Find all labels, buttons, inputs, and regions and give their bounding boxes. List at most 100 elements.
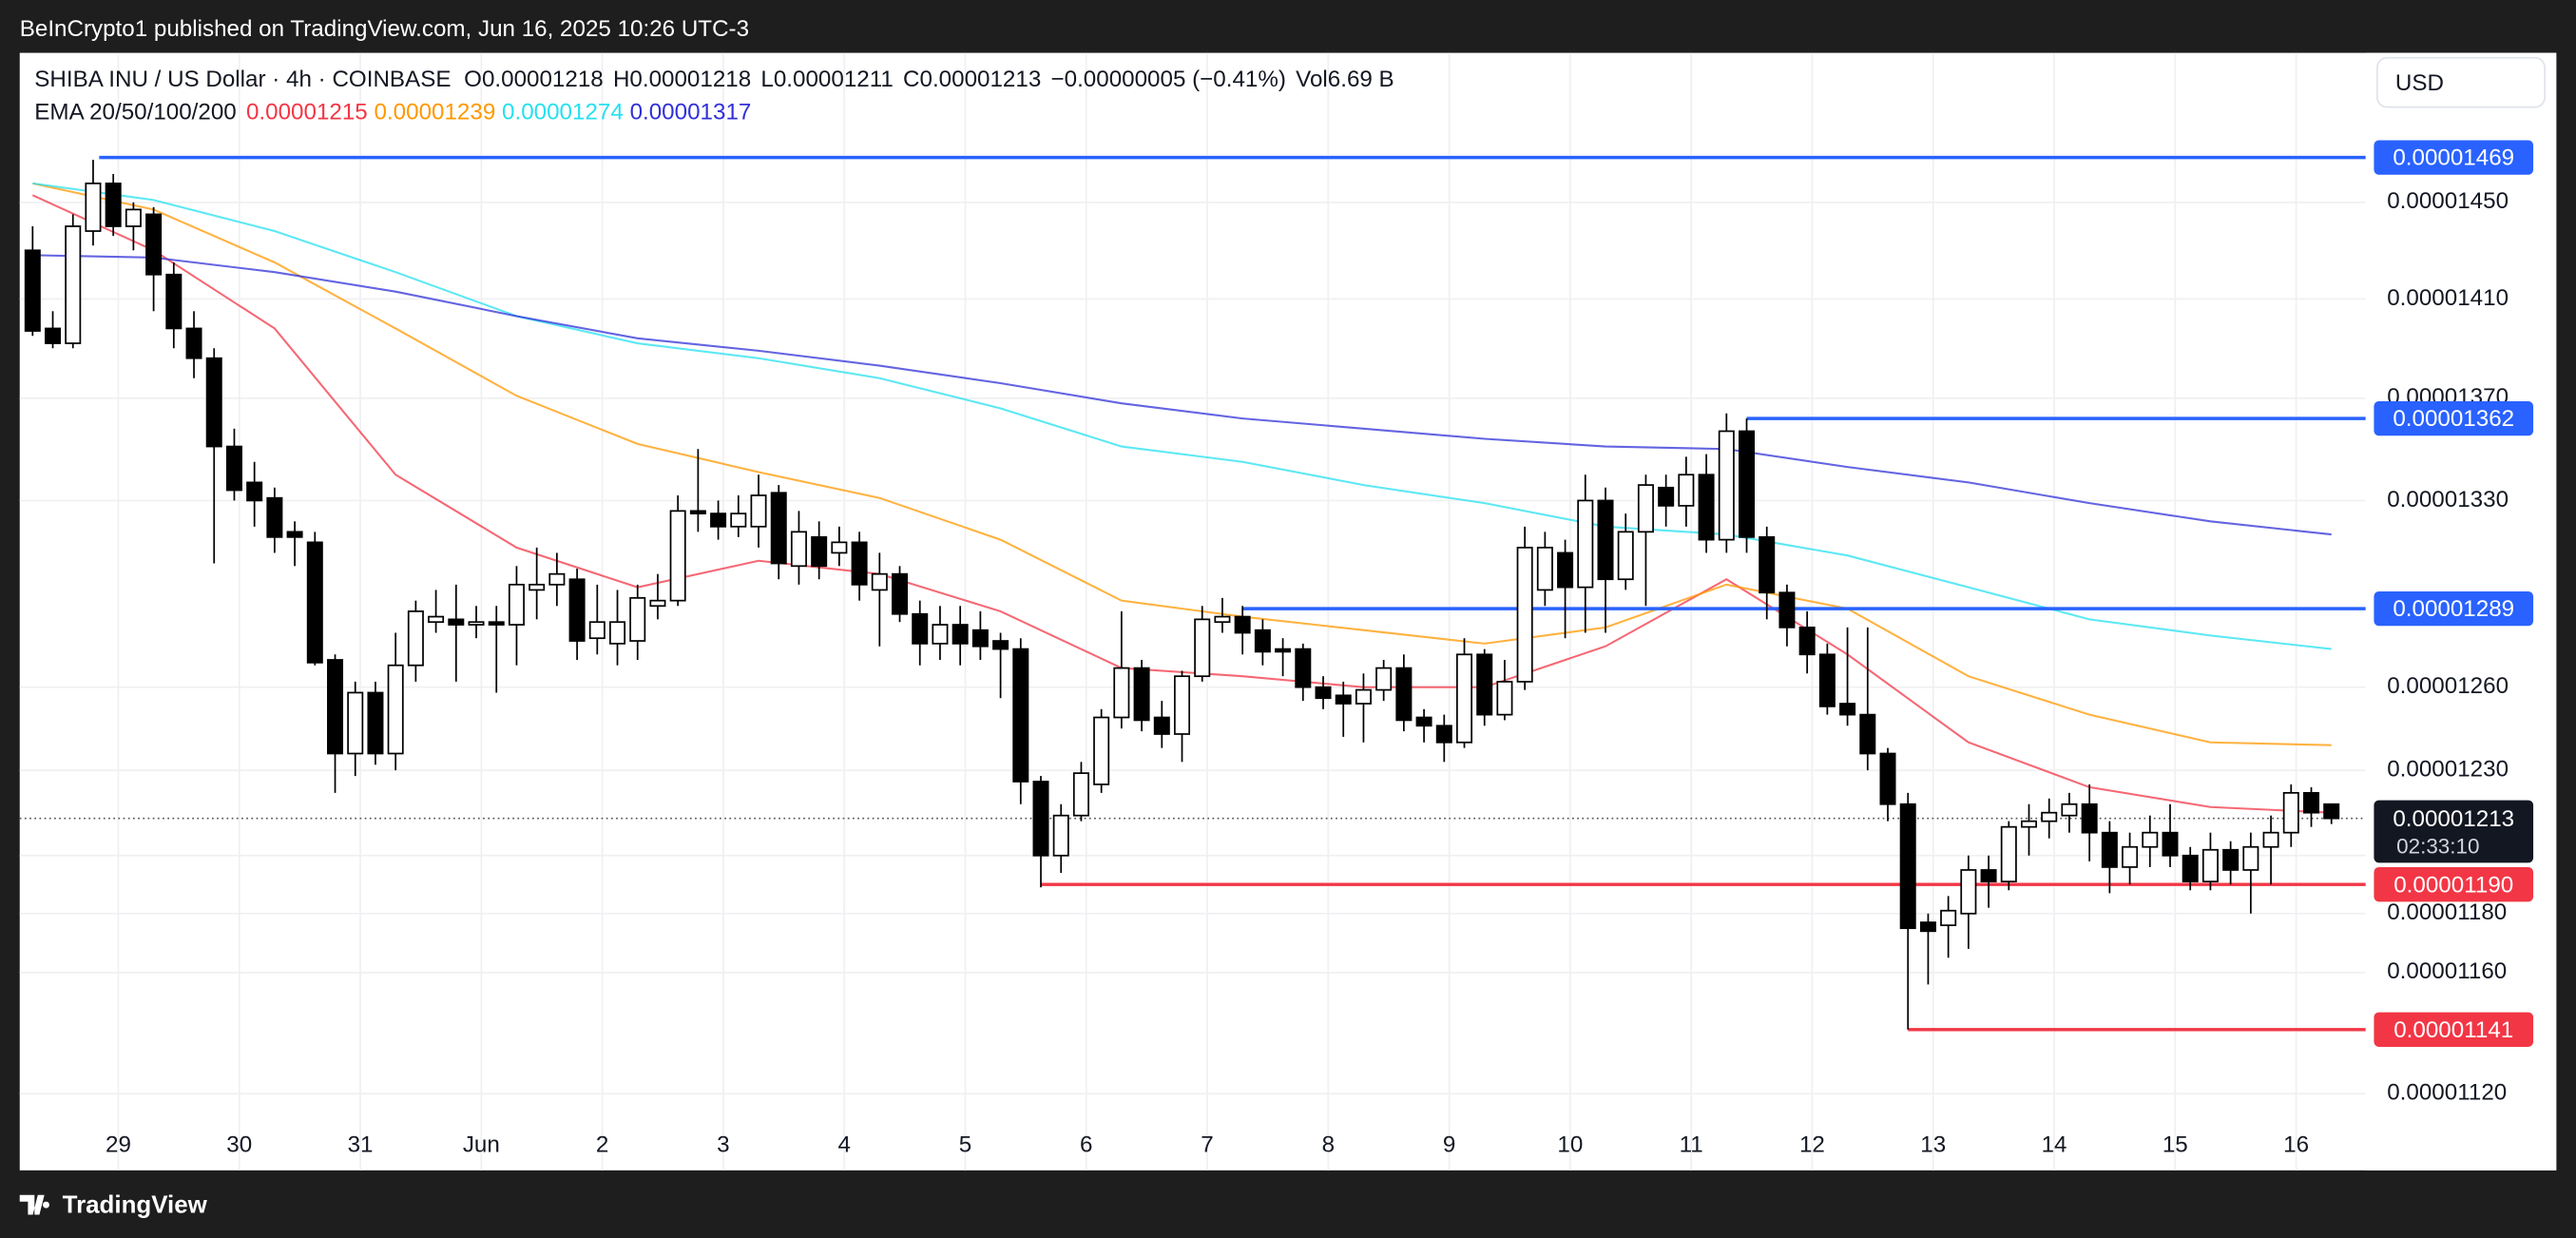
candle-body <box>2222 848 2240 871</box>
y-tick-label: 0.00001330 <box>2387 487 2509 513</box>
candle-body <box>1032 781 1049 857</box>
candle-body <box>1536 547 1553 591</box>
candle-body <box>770 492 787 565</box>
candle-body <box>1254 629 1271 653</box>
candle-body <box>730 513 747 528</box>
candle-body <box>105 183 122 227</box>
candle-body <box>529 583 546 591</box>
symbol-header: SHIBA INU / US Dollar · 4h · COINBASE O0… <box>34 67 1394 92</box>
ohlc-label: C <box>903 67 919 92</box>
candle-body <box>1052 814 1069 857</box>
x-tick-label: 4 <box>837 1132 850 1157</box>
brand-logo <box>19 1194 49 1215</box>
chart-panel <box>19 52 2557 1170</box>
candle-body <box>2302 791 2319 814</box>
candle-body <box>952 624 969 645</box>
candle-body <box>1940 909 1957 926</box>
ohlc-value: 0.00001218 <box>482 67 604 92</box>
y-tick-label: 0.00001160 <box>2387 958 2507 984</box>
candle-body <box>1739 430 1756 538</box>
candle-body <box>85 183 102 232</box>
x-tick-label: 11 <box>1680 1132 1703 1157</box>
candle-body <box>448 618 465 626</box>
candle-body <box>1194 618 1211 678</box>
candle-body <box>1375 667 1393 691</box>
currency-button[interactable] <box>2376 56 2547 108</box>
candle-body <box>2142 831 2159 848</box>
y-tick-label: 0.00001120 <box>2387 1080 2507 1106</box>
candle-body <box>347 691 364 755</box>
price-axis-labels: 29 30 31 Jun 2 3 4 5 6 7 8 9 10 11 12 13 14 15 16 0.0000145… <box>106 140 2534 1157</box>
level-price-box <box>2374 140 2534 175</box>
candle-body <box>225 445 242 492</box>
x-tick-label: 3 <box>717 1132 729 1157</box>
x-tick-label: 29 <box>106 1132 131 1157</box>
candle-body <box>992 640 1009 650</box>
candle-body <box>165 273 183 330</box>
x-tick-label: 16 <box>2283 1132 2309 1157</box>
candle-body <box>2081 803 2098 834</box>
x-tick-label: 13 <box>1920 1132 1946 1157</box>
candle-body <box>1899 803 1916 930</box>
candle-body <box>1818 653 1836 707</box>
candle-body <box>649 599 666 608</box>
x-tick-label: 30 <box>226 1132 252 1157</box>
candle-body <box>1476 653 1493 716</box>
candle-body <box>1980 869 1997 882</box>
candle-body <box>2041 811 2058 822</box>
y-tick-label: 0.00001410 <box>2387 285 2509 311</box>
candle-body <box>689 510 706 514</box>
candle-body <box>2282 791 2299 834</box>
x-tick-label: 14 <box>2042 1132 2067 1157</box>
currency[interactable]: USD <box>2395 70 2444 96</box>
candle-body <box>145 213 163 276</box>
candle-body <box>367 691 384 755</box>
x-tick-label: 15 <box>2163 1132 2188 1157</box>
candle-body <box>1879 752 1896 805</box>
candle-body <box>24 249 41 332</box>
candle-body <box>1214 615 1231 624</box>
candle-body <box>125 208 142 227</box>
ema-value: 0.00001274 <box>502 100 624 126</box>
candle-body <box>2182 854 2199 882</box>
x-tick-label: 6 <box>1080 1132 1092 1157</box>
candle-body <box>286 531 303 538</box>
candle-body <box>588 621 606 640</box>
x-tick-label: Jun <box>463 1132 500 1157</box>
candle-body <box>2242 845 2259 871</box>
level-price-box <box>2374 400 2534 436</box>
x-tick-label: 5 <box>959 1132 971 1157</box>
y-tick-label: 0.00001450 <box>2387 188 2509 214</box>
candle-body <box>488 621 505 626</box>
ohlc-value: 0.00001211 <box>774 67 894 92</box>
current-price-label: 0.00001213 <box>2393 806 2514 832</box>
candle-body <box>1577 499 1594 589</box>
volume-label: Vol <box>1296 67 1328 92</box>
candle-body <box>1678 474 1695 507</box>
candle-body <box>1012 648 1029 783</box>
x-tick-label: 9 <box>1443 1132 1455 1157</box>
candle-body <box>669 510 686 602</box>
candle-body <box>205 357 222 448</box>
level-price-box <box>2374 867 2534 902</box>
x-tick-label: 31 <box>348 1132 374 1157</box>
candle-body <box>1315 686 1332 700</box>
candle-body <box>932 624 949 645</box>
candle-body <box>306 541 323 664</box>
candle-body <box>65 225 82 344</box>
candle-body <box>1275 648 1292 653</box>
candle-body <box>1295 648 1312 688</box>
x-tick-label: 7 <box>1201 1132 1213 1157</box>
candle-body <box>1395 667 1413 722</box>
candle-body <box>1335 694 1352 705</box>
ema-value: 0.00001215 <box>246 100 368 126</box>
candle-body <box>508 583 525 626</box>
brand: TradingView <box>63 1192 208 1219</box>
plot-area <box>19 52 2366 1170</box>
candle-body <box>1093 716 1110 785</box>
candle-body <box>266 496 283 538</box>
candle-body <box>548 572 566 586</box>
candle-body <box>851 541 868 586</box>
candle-body <box>1496 681 1513 716</box>
attribution: BeInCrypto1 published on TradingView.com… <box>20 16 749 42</box>
